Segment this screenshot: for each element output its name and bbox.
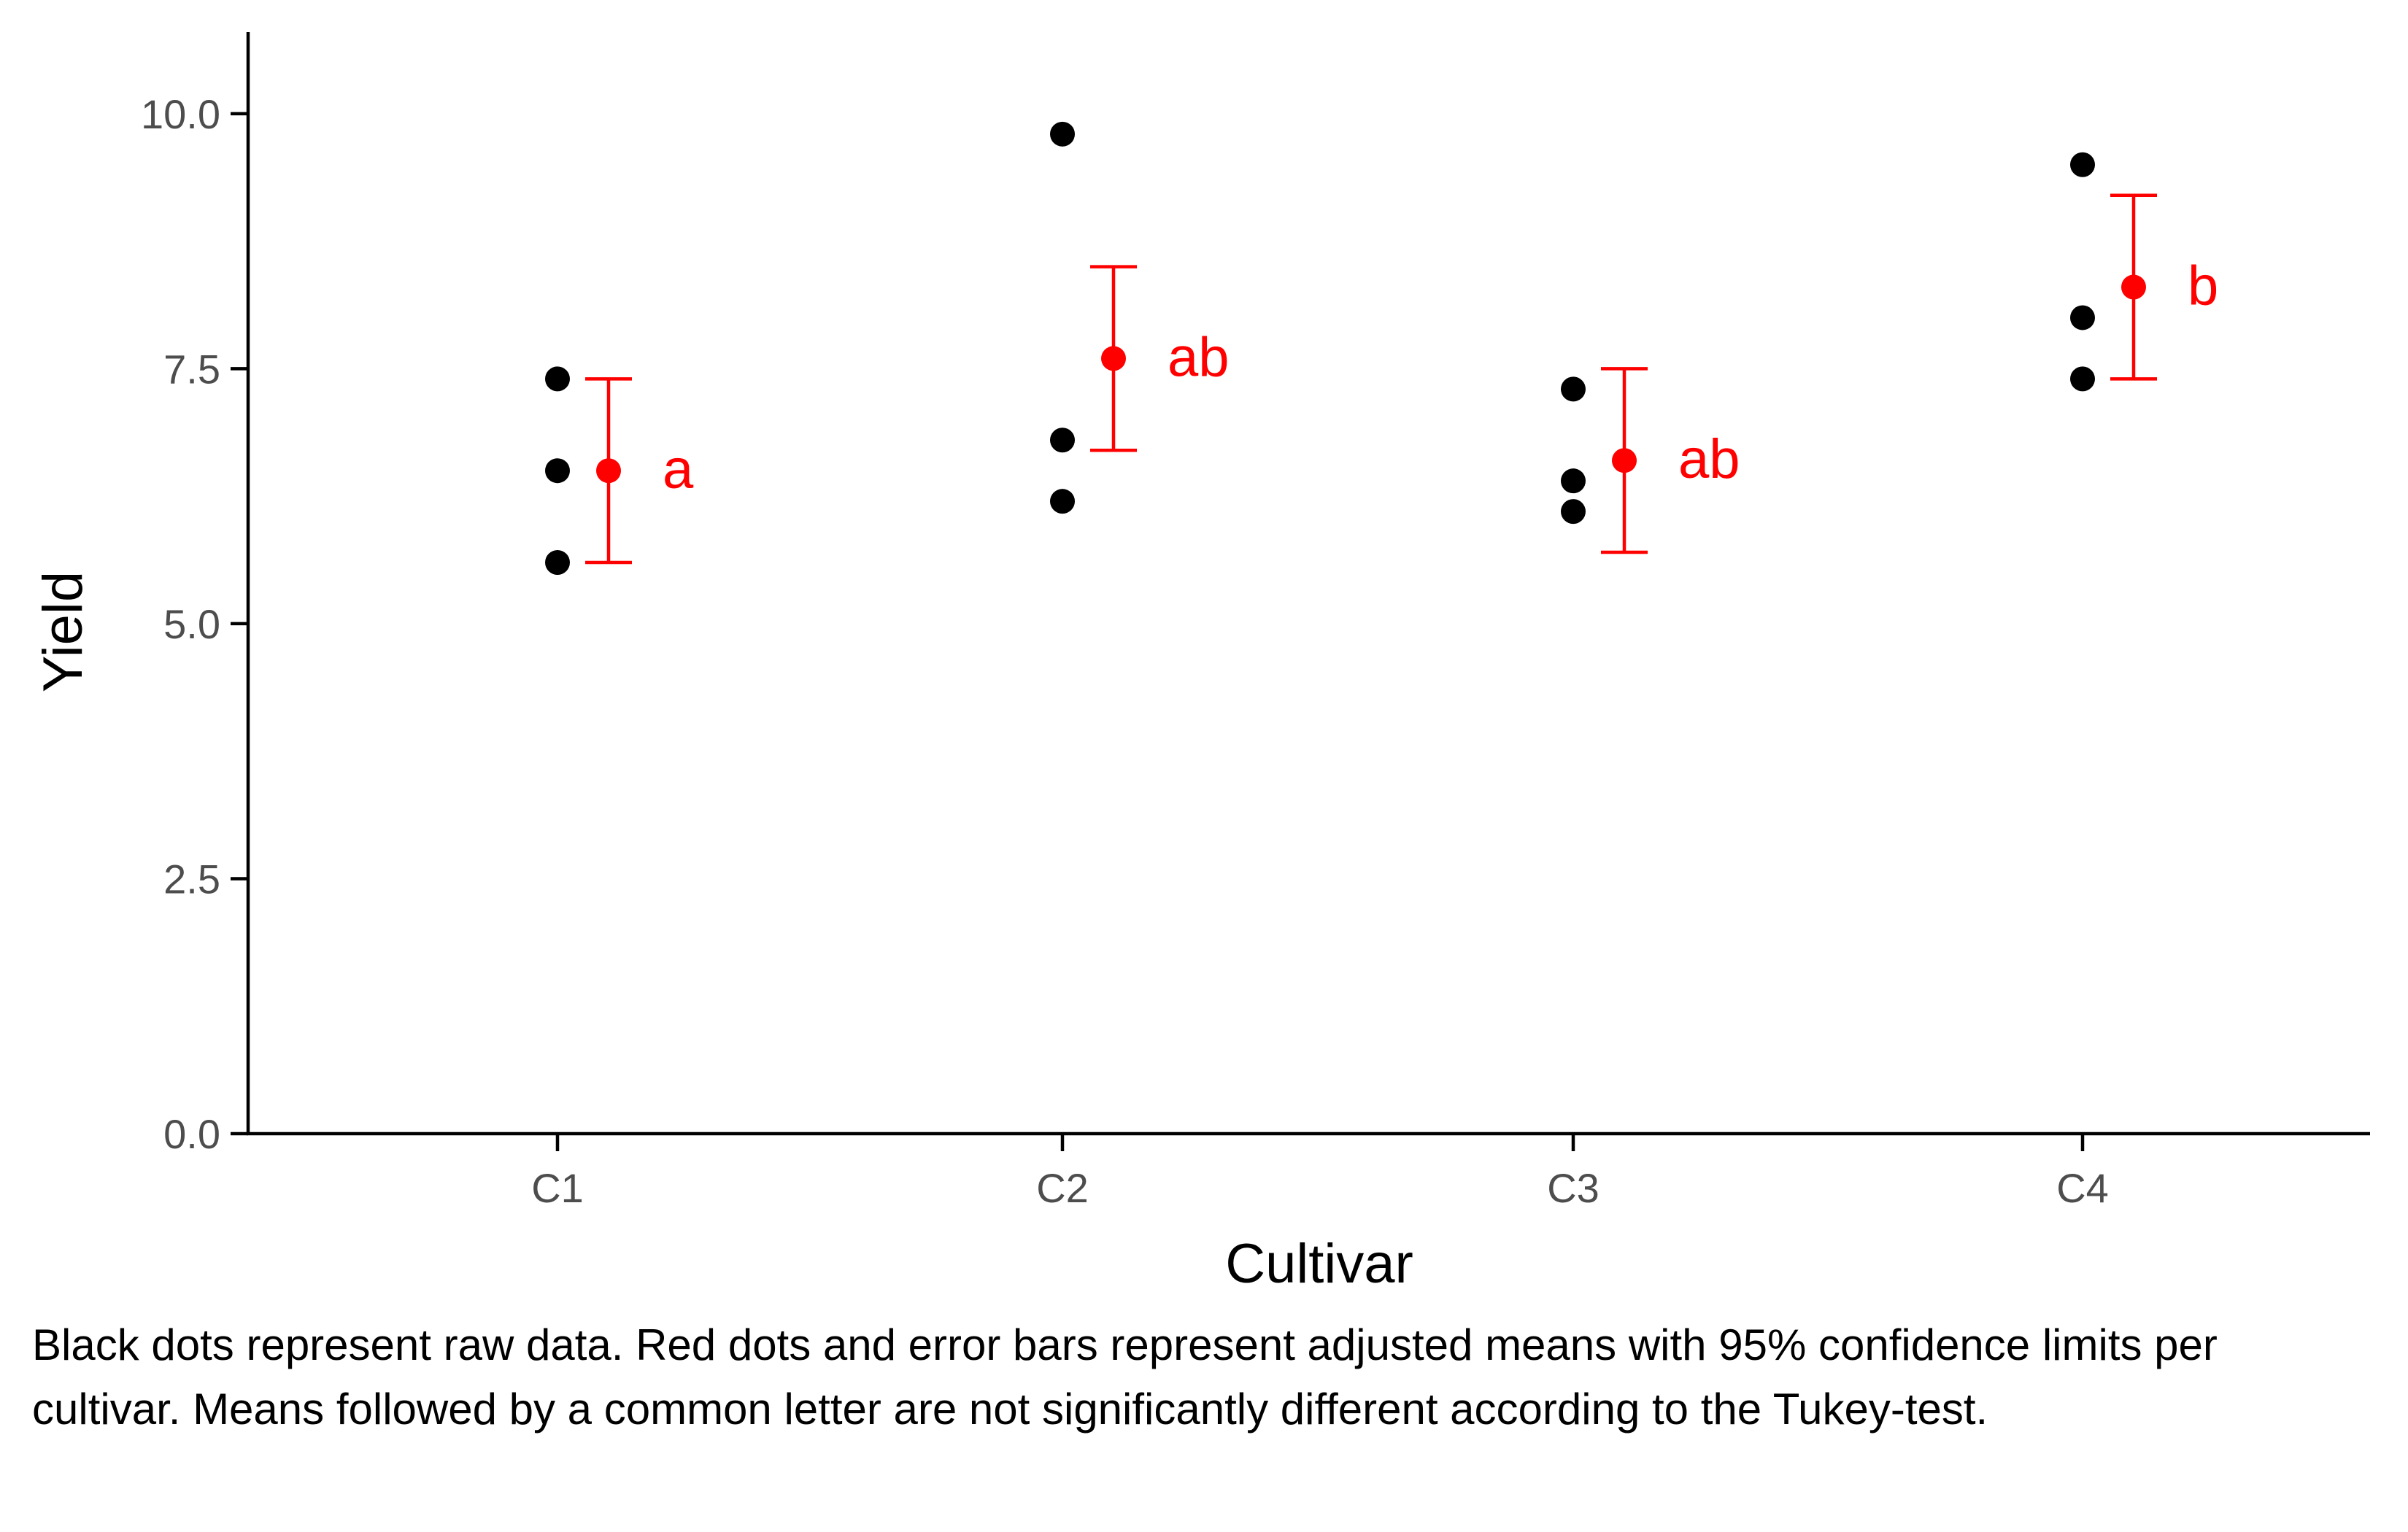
y-axis-ticks: 0.0 2.5 5.0 7.5 10.0 bbox=[141, 91, 248, 1157]
raw-data-point bbox=[2070, 366, 2095, 392]
x-axis-title: Cultivar bbox=[1225, 1233, 1413, 1295]
raw-data-point bbox=[2070, 152, 2095, 177]
raw-data-point bbox=[1050, 121, 1075, 147]
raw-data-point bbox=[1050, 489, 1075, 514]
adjusted-mean-points bbox=[596, 274, 2146, 484]
raw-data-point bbox=[1561, 499, 1586, 525]
raw-data-point bbox=[1561, 468, 1586, 494]
adjusted-mean-point bbox=[596, 458, 621, 484]
y-tick-label: 7.5 bbox=[163, 346, 220, 392]
adjusted-mean-point bbox=[1101, 346, 1126, 371]
x-tick-label: C3 bbox=[1547, 1165, 1599, 1211]
raw-data-point bbox=[1561, 376, 1586, 402]
x-tick-label: C2 bbox=[1036, 1165, 1089, 1211]
group-letter: ab bbox=[1678, 428, 1740, 490]
group-letters: a ab ab b bbox=[663, 255, 2218, 501]
y-tick-label: 0.0 bbox=[163, 1111, 220, 1157]
y-axis-title: Yield bbox=[32, 571, 94, 692]
y-tick-label: 5.0 bbox=[163, 601, 220, 647]
confidence-interval-bars bbox=[585, 193, 2157, 565]
group-letter: ab bbox=[1168, 326, 1230, 388]
raw-data-point bbox=[545, 458, 570, 484]
adjusted-mean-point bbox=[1612, 448, 1637, 473]
x-tick-label: C1 bbox=[531, 1165, 584, 1211]
raw-data-point bbox=[545, 366, 570, 392]
adjusted-mean-point bbox=[2121, 274, 2146, 300]
group-letter: b bbox=[2188, 255, 2218, 317]
y-tick-label: 10.0 bbox=[141, 91, 220, 137]
figure-caption: Black dots represent raw data. Red dots … bbox=[32, 1320, 2218, 1434]
raw-data-point bbox=[1050, 428, 1075, 453]
x-tick-label: C4 bbox=[2056, 1165, 2109, 1211]
x-axis-ticks: C1 C2 C3 C4 bbox=[531, 1134, 2109, 1211]
raw-data-point bbox=[545, 550, 570, 576]
group-letter: a bbox=[663, 438, 694, 500]
y-tick-label: 2.5 bbox=[163, 856, 220, 902]
raw-data-points bbox=[545, 121, 2095, 576]
raw-data-point bbox=[2070, 305, 2095, 330]
